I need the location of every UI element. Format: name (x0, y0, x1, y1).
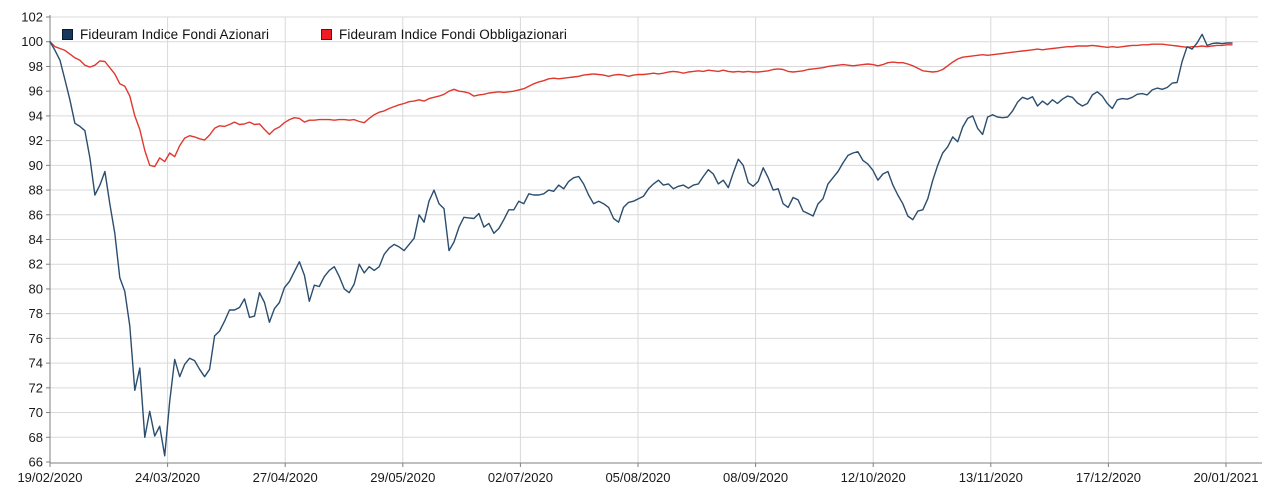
y-tick-label: 80 (29, 281, 43, 296)
y-tick-label: 90 (29, 158, 43, 173)
x-tick-label: 19/02/2020 (17, 470, 82, 485)
x-tick-label: 17/12/2020 (1076, 470, 1141, 485)
y-tick-label: 68 (29, 430, 43, 445)
x-tick-label: 08/09/2020 (723, 470, 788, 485)
x-tick-label: 29/05/2020 (370, 470, 435, 485)
y-tick-label: 96 (29, 84, 43, 99)
y-tick-label: 98 (29, 59, 43, 74)
y-tick-label: 82 (29, 257, 43, 272)
x-tick-label: 12/10/2020 (841, 470, 906, 485)
y-tick-label: 100 (21, 34, 43, 49)
x-tick-label: 02/07/2020 (488, 470, 553, 485)
y-tick-label: 94 (29, 108, 43, 123)
x-tick-label: 13/11/2020 (959, 470, 1023, 485)
y-tick-label: 102 (21, 10, 43, 25)
x-tick-label: 20/01/2021 (1193, 470, 1258, 485)
x-tick-label: 24/03/2020 (135, 470, 200, 485)
x-tick-label: 05/08/2020 (605, 470, 670, 485)
y-tick-label: 86 (29, 207, 43, 222)
y-tick-label: 84 (29, 232, 43, 247)
x-tick-label: 27/04/2020 (253, 470, 318, 485)
y-tick-label: 72 (29, 380, 43, 395)
y-tick-label: 92 (29, 133, 43, 148)
series-line-azionari (49, 33, 1233, 457)
y-tick-label: 76 (29, 331, 43, 346)
y-tick-label: 70 (29, 405, 43, 420)
y-tick-label: 78 (29, 306, 43, 321)
y-tick-label: 88 (29, 183, 43, 198)
series-line-obbligazionari (49, 41, 1233, 168)
y-tick-label: 66 (29, 455, 43, 470)
y-tick-label: 74 (29, 356, 43, 371)
